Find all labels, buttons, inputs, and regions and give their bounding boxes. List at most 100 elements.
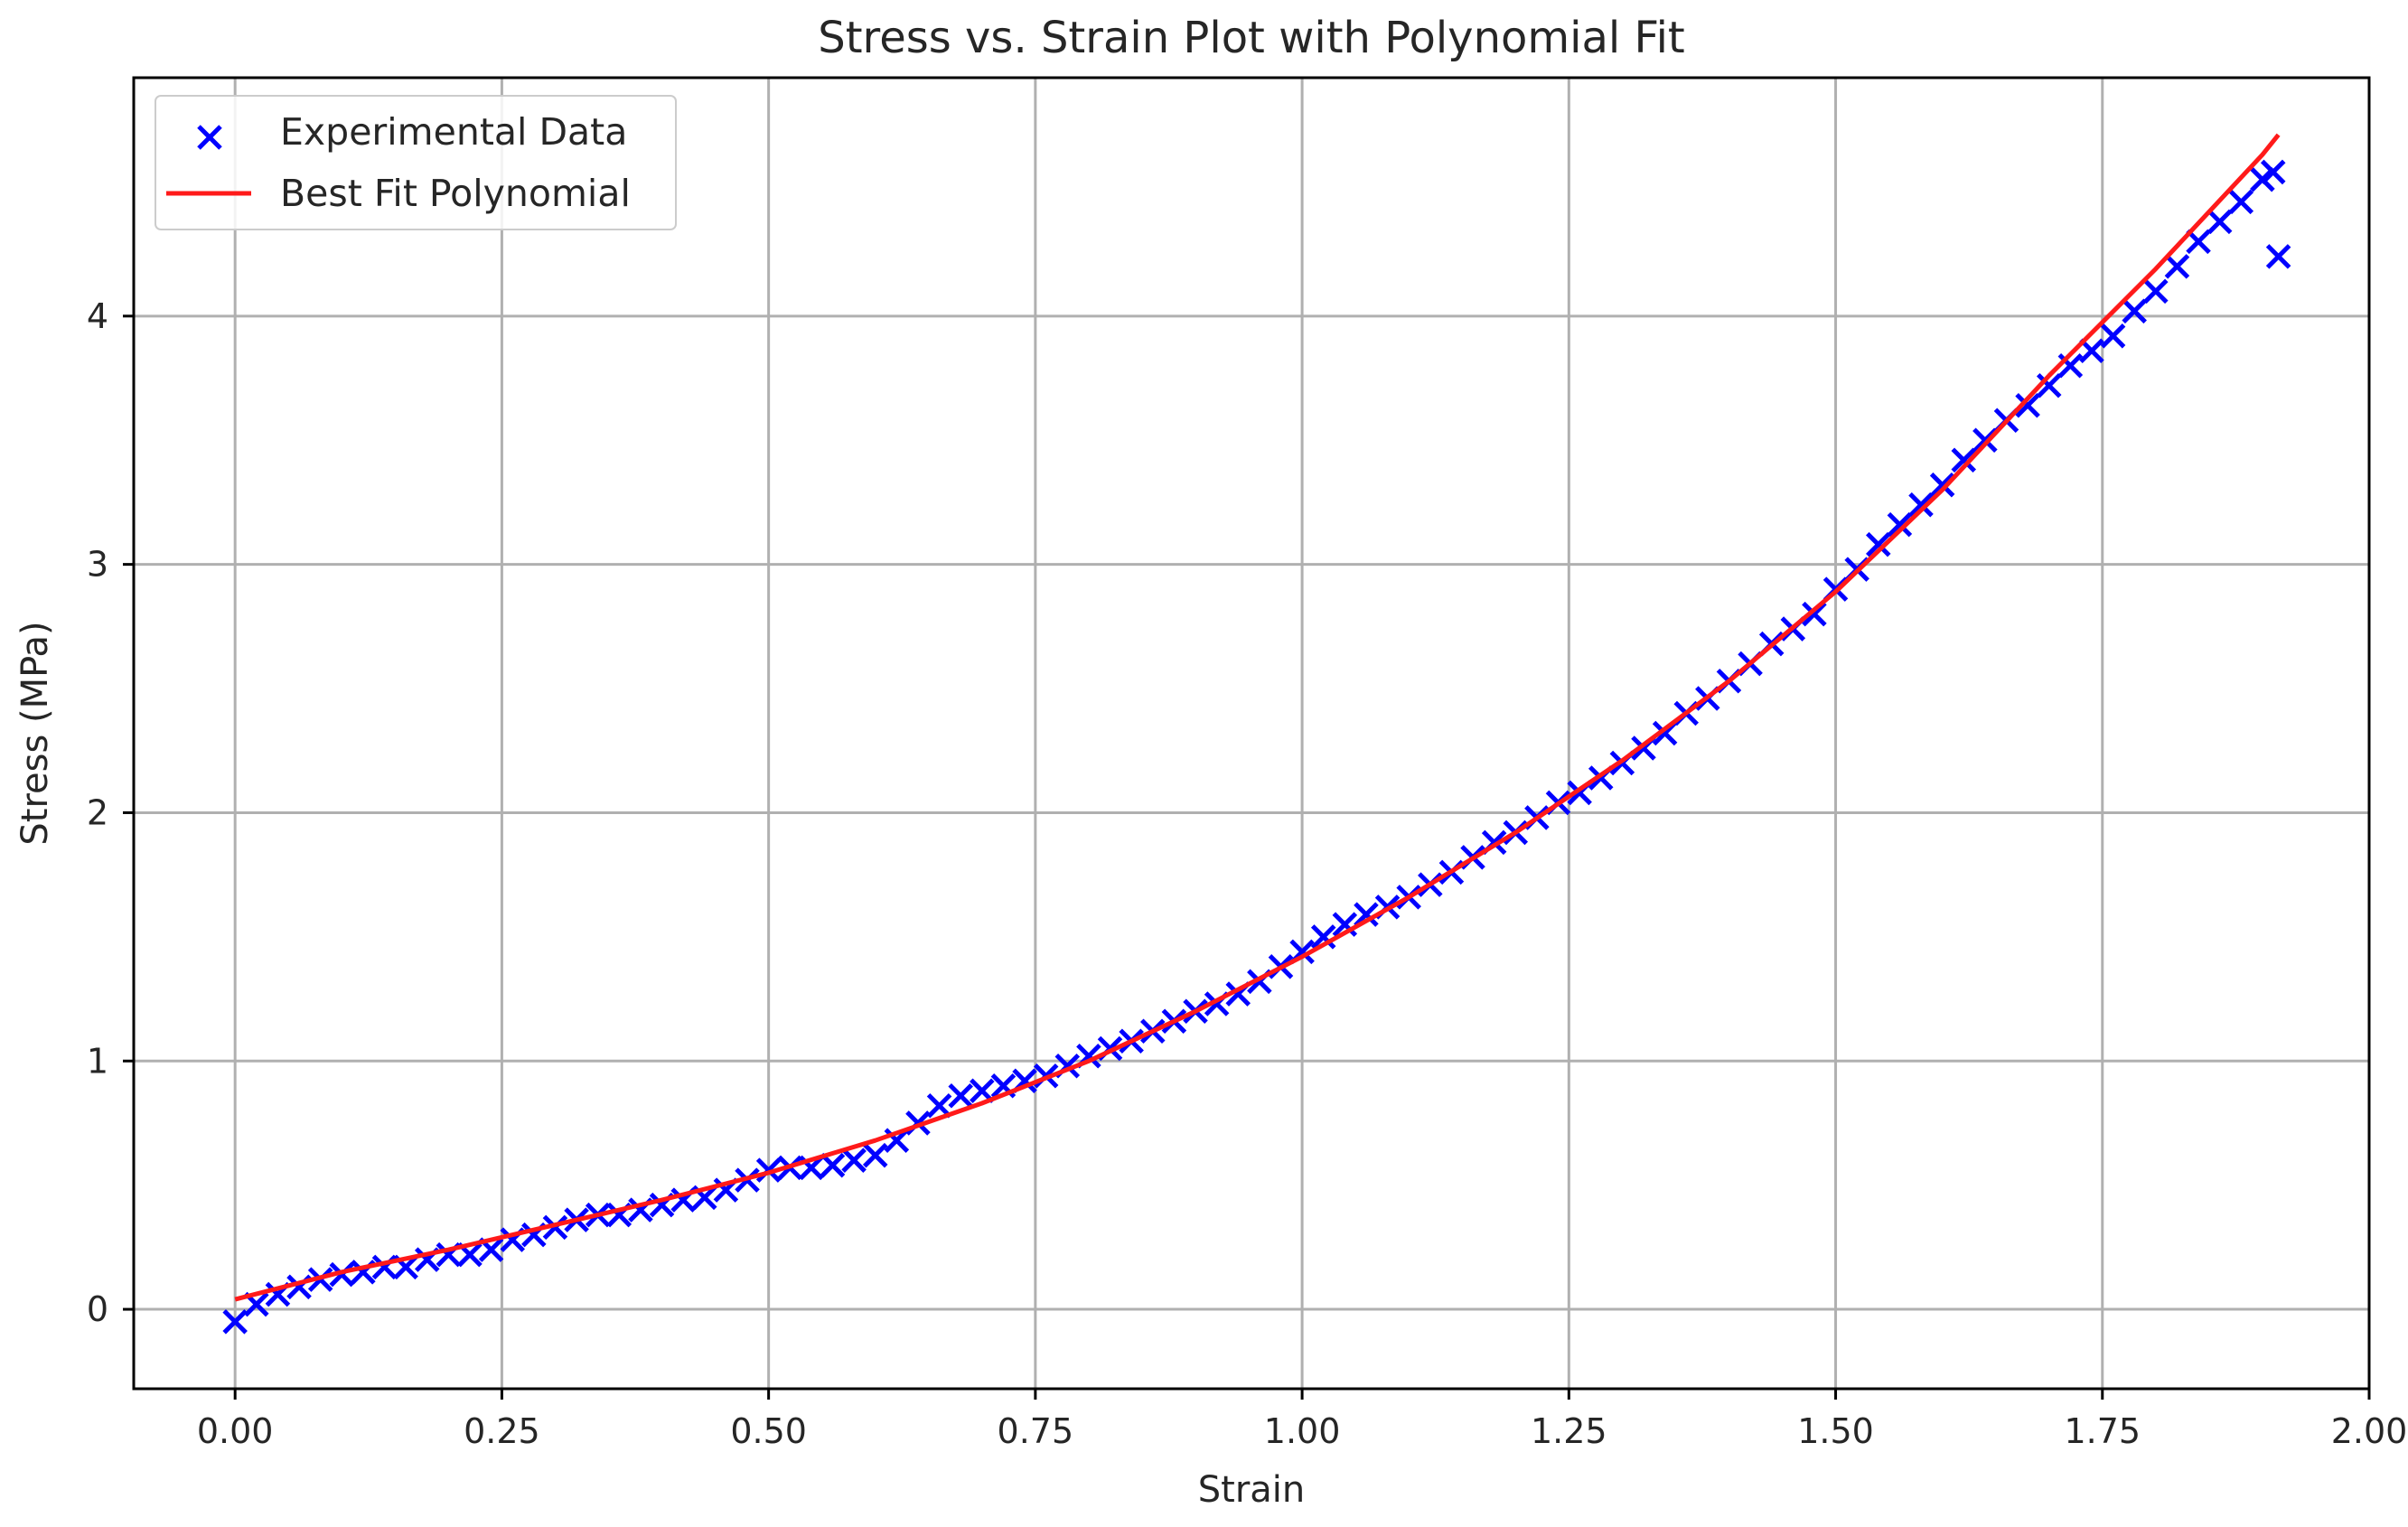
- data-point: [1354, 902, 1379, 927]
- marker-stroke: [820, 1152, 846, 1178]
- data-point: [542, 1214, 568, 1241]
- marker-stroke: [2100, 323, 2126, 349]
- data-point: [926, 1092, 952, 1119]
- marker-stroke: [329, 1261, 355, 1288]
- data-point: [2250, 166, 2275, 192]
- data-point: [2164, 254, 2190, 279]
- marker-stroke: [884, 1128, 910, 1153]
- x-tick-label: 0.25: [464, 1411, 540, 1451]
- marker-stroke: [2207, 209, 2233, 235]
- data-point: [1908, 492, 1934, 518]
- marker-stroke: [862, 1142, 888, 1168]
- marker-stroke: [970, 1078, 995, 1103]
- data-point: [1929, 472, 1955, 498]
- marker-stroke: [1887, 511, 1913, 538]
- y-axis-ticks: 0 1 2 3 4: [87, 296, 134, 1329]
- data-point: [948, 1082, 973, 1109]
- marker-stroke: [222, 1309, 248, 1335]
- marker-stroke: [197, 125, 222, 150]
- data-point: [2260, 159, 2286, 185]
- plot-frame: [132, 76, 2371, 1391]
- legend: Experimental Data Best Fit Polynomial: [155, 95, 677, 230]
- marker-stroke: [1310, 924, 1336, 950]
- data-point: [1332, 912, 1358, 937]
- data-point: [2186, 229, 2211, 255]
- marker-stroke: [457, 1241, 483, 1268]
- marker-stroke: [2015, 392, 2040, 418]
- marker-stroke: [2250, 166, 2275, 192]
- y-axis-title: Stress (MPa): [14, 621, 56, 845]
- data-point: [222, 1309, 248, 1335]
- fit-line-series: [234, 133, 2281, 1302]
- data-point: [1866, 531, 1891, 557]
- marker-stroke: [1802, 601, 1827, 627]
- marker-stroke: [393, 1254, 418, 1280]
- y-tick-label: 2: [87, 792, 108, 832]
- x-tick-label: 0.00: [197, 1411, 274, 1451]
- data-point: [2228, 189, 2254, 215]
- data-point: [2122, 298, 2147, 324]
- y-tick-label: 4: [87, 296, 108, 336]
- marker-stroke: [1332, 912, 1358, 937]
- marker-stroke: [244, 1291, 269, 1317]
- marker-stroke: [2186, 229, 2211, 255]
- marker-stroke: [1908, 492, 1934, 518]
- data-point: [841, 1148, 867, 1173]
- y-tick-label: 1: [87, 1041, 108, 1081]
- data-point: [820, 1152, 846, 1178]
- chart-title: Stress vs. Strain Plot with Polynomial F…: [818, 13, 1684, 63]
- data-point: [2079, 338, 2104, 364]
- legend-box: [155, 95, 677, 230]
- marker-stroke: [542, 1214, 568, 1241]
- marker-stroke: [2228, 189, 2254, 215]
- marker-stroke: [990, 1073, 1017, 1099]
- data-point: [2100, 323, 2126, 349]
- marker-stroke: [2260, 159, 2286, 185]
- marker-stroke: [478, 1237, 504, 1262]
- data-point: [1310, 924, 1336, 950]
- marker-stroke: [755, 1157, 782, 1183]
- x-tick-label: 1.50: [1797, 1411, 1874, 1451]
- x-tick-label: 0.75: [998, 1411, 1074, 1451]
- legend-x-marker: [197, 125, 222, 150]
- data-point: [755, 1157, 782, 1183]
- marker-stroke: [2036, 372, 2062, 398]
- legend-marker-scatter: [197, 125, 222, 150]
- x-tick-label: 2.00: [2331, 1411, 2408, 1451]
- marker-stroke: [926, 1092, 952, 1119]
- legend-label-line: Best Fit Polynomial: [280, 172, 631, 215]
- y-tick-label: 0: [87, 1289, 108, 1329]
- data-point: [2143, 278, 2169, 304]
- data-point: [2015, 392, 2040, 418]
- marker-stroke: [1866, 531, 1891, 557]
- data-point: [2207, 209, 2233, 235]
- y-tick-label: 3: [87, 545, 108, 585]
- data-point: [2036, 372, 2062, 398]
- x-tick-label: 1.75: [2064, 1411, 2141, 1451]
- marker-stroke: [799, 1155, 824, 1181]
- x-tick-label: 1.00: [1264, 1411, 1341, 1451]
- data-point: [1972, 427, 1998, 453]
- legend-label-scatter: Experimental Data: [280, 110, 627, 154]
- marker-stroke: [2265, 244, 2291, 269]
- marker-stroke: [2164, 254, 2190, 279]
- x-tick-label: 1.25: [1531, 1411, 1607, 1451]
- data-point: [1802, 601, 1827, 627]
- marker-stroke: [1929, 472, 1955, 498]
- marker-stroke: [1354, 902, 1379, 927]
- data-point: [1887, 511, 1913, 538]
- marker-stroke: [2122, 298, 2147, 324]
- x-tick-label: 0.50: [730, 1411, 807, 1451]
- fit-line: [234, 133, 2281, 1302]
- x-axis-title: Strain: [1198, 1469, 1306, 1511]
- data-point: [2265, 244, 2291, 269]
- marker-stroke: [1972, 427, 1998, 453]
- marker-stroke: [692, 1185, 717, 1211]
- marker-stroke: [2143, 278, 2169, 304]
- marker-stroke: [841, 1148, 867, 1173]
- marker-stroke: [948, 1082, 973, 1109]
- data-point: [1951, 447, 1977, 473]
- marker-stroke: [2057, 353, 2084, 379]
- data-point: [862, 1142, 888, 1168]
